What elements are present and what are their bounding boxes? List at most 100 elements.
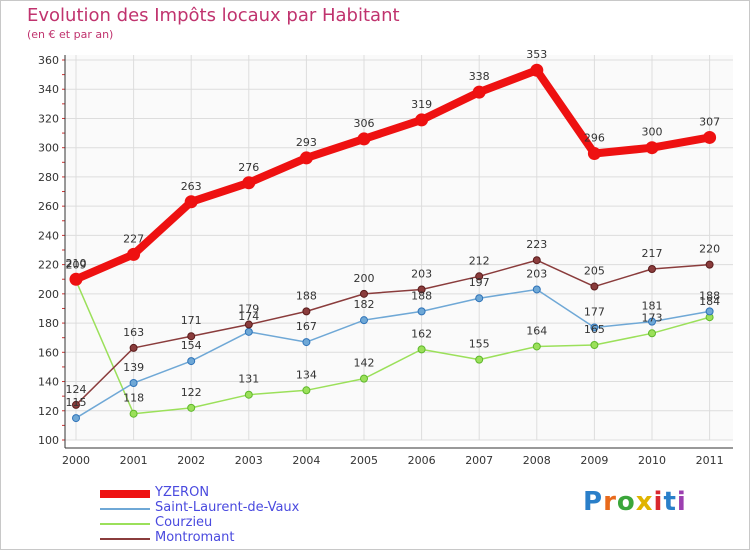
data-label: 306: [354, 117, 375, 130]
legend-swatch: [100, 508, 150, 510]
data-label: 155: [469, 338, 490, 351]
x-tick-label: 2001: [120, 454, 148, 467]
data-label: 263: [181, 180, 202, 193]
y-tick-label: 280: [38, 171, 59, 184]
y-tick-label: 160: [38, 346, 59, 359]
series-courzieu: [72, 276, 714, 418]
series-line: [75, 259, 711, 406]
data-point: [417, 345, 426, 354]
data-point: [299, 151, 313, 165]
data-label: 167: [296, 320, 317, 333]
series-saint-laurent-de-vaux: [72, 285, 714, 423]
data-point: [127, 247, 141, 261]
data-label: 203: [411, 267, 432, 280]
data-point: [705, 260, 714, 269]
data-label: 179: [238, 303, 259, 316]
data-label: 118: [123, 392, 144, 405]
series-yzeron: [69, 63, 717, 286]
x-tick-label: 2007: [465, 454, 493, 467]
data-label: 200: [354, 272, 375, 285]
y-tick-label: 220: [38, 259, 59, 272]
y-tick-label: 100: [38, 434, 59, 447]
data-label: 188: [296, 289, 317, 302]
data-point: [475, 272, 484, 281]
data-label: 300: [642, 126, 663, 139]
x-tick-label: 2006: [408, 454, 436, 467]
data-point: [69, 272, 83, 286]
data-point: [645, 141, 659, 155]
data-label: 182: [354, 298, 375, 311]
data-label: 293: [296, 136, 317, 149]
legend-label: Montromant: [155, 530, 235, 545]
logo-letter: o: [616, 487, 636, 517]
logo-letter: r: [603, 487, 617, 517]
data-label: 296: [584, 132, 605, 145]
legend-swatch: [100, 538, 150, 540]
x-tick-label: 2003: [235, 454, 263, 467]
data-label: 174: [238, 310, 259, 323]
data-label: 134: [296, 368, 317, 381]
x-tick-label: 2002: [177, 454, 205, 467]
data-point: [417, 285, 426, 294]
data-label: 122: [181, 386, 202, 399]
logo-letter: i: [653, 487, 664, 517]
series-line: [75, 279, 711, 415]
x-tick-label: 2011: [696, 454, 724, 467]
legend-label: Saint-Laurent-de-Vaux: [155, 500, 300, 515]
chart-subtitle: (en € et par an): [27, 28, 114, 41]
data-label: 188: [411, 289, 432, 302]
logo-letter: t: [663, 487, 677, 517]
data-point: [532, 256, 541, 265]
data-label: 197: [469, 276, 490, 289]
data-label: 188: [699, 289, 720, 302]
data-point: [360, 374, 368, 383]
data-label: 115: [66, 396, 87, 409]
data-point: [475, 294, 484, 303]
data-label: 154: [181, 339, 202, 352]
data-point: [242, 176, 256, 190]
data-point: [705, 307, 714, 316]
x-tick-label: 2010: [638, 454, 666, 467]
data-point: [187, 403, 196, 412]
data-point: [648, 317, 656, 326]
data-label: 171: [181, 314, 202, 327]
legend-item: Montromant: [100, 530, 400, 546]
data-point: [703, 130, 717, 144]
x-tick-label: 2005: [350, 454, 378, 467]
legend-item: Courzieu: [100, 515, 400, 531]
data-point: [360, 289, 368, 298]
data-label: 319: [411, 98, 432, 111]
data-label: 203: [526, 267, 547, 280]
series-line: [72, 66, 714, 284]
data-point: [302, 386, 311, 395]
legend-label: Courzieu: [155, 515, 213, 530]
data-label: 307: [699, 115, 720, 128]
y-tick-label: 180: [38, 317, 59, 330]
data-point: [590, 341, 599, 349]
proxiti-logo: Proxiti: [583, 487, 687, 517]
data-point: [475, 355, 484, 364]
y-tick-label: 200: [38, 288, 59, 301]
data-point: [187, 357, 196, 366]
y-tick-label: 300: [38, 142, 59, 155]
data-label: 139: [123, 361, 144, 374]
y-tick-label: 120: [38, 405, 59, 418]
data-point: [244, 320, 253, 329]
data-label: 227: [123, 232, 144, 245]
legend-label: YZERON: [155, 485, 210, 500]
data-label: 205: [584, 265, 605, 278]
logo-letter: x: [635, 487, 654, 517]
y-tick-label: 240: [38, 229, 59, 242]
data-point: [244, 390, 253, 399]
logo-letter: P: [583, 487, 604, 517]
data-point: [187, 332, 196, 341]
data-point: [590, 282, 599, 291]
data-point: [587, 147, 601, 161]
x-tick-label: 2000: [62, 454, 90, 467]
data-label: 210: [66, 257, 87, 270]
data-point: [72, 414, 80, 423]
data-label: 212: [469, 254, 490, 267]
data-point: [472, 85, 486, 99]
data-label: 184: [699, 295, 720, 308]
